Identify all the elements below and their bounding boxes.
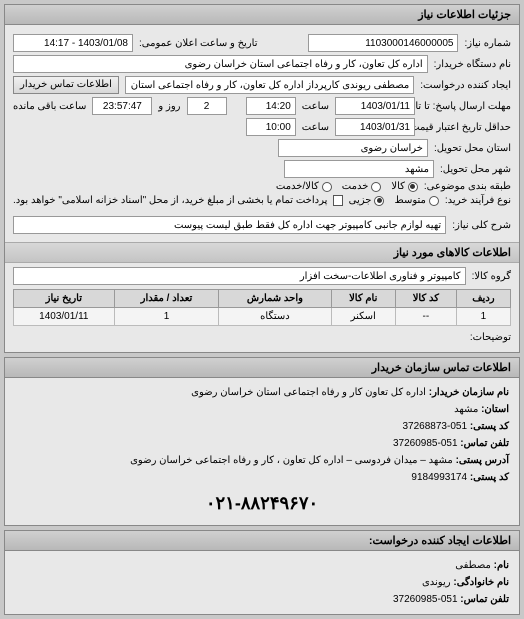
post-label: کد پستی:: [470, 472, 509, 483]
table-row: 1 -- اسکنر دستگاه 1 1403/01/11: [14, 308, 511, 326]
org-value: اداره کل تعاون کار و رفاه اجتماعی استان …: [191, 387, 426, 398]
buy-note: پرداخت تمام یا بخشی از مبلغ خرید، از محل…: [13, 195, 327, 206]
req-no-label: شماره نیاز:: [464, 38, 511, 49]
goods-section-title: اطلاعات کالاهای مورد نیاز: [5, 242, 519, 263]
phone-label: تلفن تماس:: [460, 438, 509, 449]
req-phone-value: 051-37260985: [393, 594, 458, 605]
goods-table: ردیف کد کالا نام کالا واحد شمارش تعداد /…: [13, 289, 511, 326]
radio-both[interactable]: [322, 182, 332, 192]
remain-label: ساعت باقی مانده: [13, 101, 86, 112]
radio-partial[interactable]: [429, 196, 439, 206]
table-header-row: ردیف کد کالا نام کالا واحد شمارش تعداد /…: [14, 290, 511, 308]
need-details-panel: جزئیات اطلاعات نیاز شماره نیاز: 11030001…: [4, 4, 520, 353]
contact-buyer-button[interactable]: اطلاعات تماس خریدار: [13, 76, 119, 94]
postcode-label: کد پستی:: [470, 421, 509, 432]
buyer-contact-panel: اطلاعات تماس سازمان خریدار نام سازمان خر…: [4, 357, 520, 526]
validity-label: حداقل تاریخ اعتبار قیمت: تا تاریخ:: [421, 122, 511, 133]
req-no-field: 1103000146000005: [308, 34, 458, 52]
province-label: استان محل تحویل:: [434, 143, 511, 154]
req-phone-label: تلفن تماس:: [460, 594, 509, 605]
buyer-field: اداره کل تعاون، کار و رفاه اجتماعی استان…: [13, 55, 428, 73]
time-label-1: ساعت: [302, 101, 329, 112]
req-family-label: نام خانوادگی:: [453, 577, 509, 588]
desc-field: تهیه لوازم جانبی کامپیوتر جهت اداره کل ف…: [13, 216, 446, 234]
validity-date-field: 1403/01/31: [335, 118, 415, 136]
radio-partial-label: متوسط: [394, 195, 425, 206]
days-label: روز و: [158, 101, 180, 112]
buyer-label: نام دستگاه خریدار:: [434, 59, 511, 70]
days-field: 2: [187, 97, 227, 115]
radio-kala[interactable]: [408, 182, 418, 192]
radio-khadamat[interactable]: [371, 182, 381, 192]
group-field: کامپیوتر و فناوری اطلاعات-سخت افزار: [13, 267, 466, 285]
buyer-contact-header: اطلاعات تماس سازمان خریدار: [5, 358, 519, 378]
creator-field: مصطفی ریوندی کارپرداز اداره کل تعاون، کا…: [125, 76, 414, 94]
cell-row: 1: [456, 308, 510, 326]
group-label: گروه کالا:: [472, 271, 511, 282]
post-value: 9184993174: [411, 472, 467, 483]
radio-small[interactable]: [374, 196, 384, 206]
col-unit: واحد شمارش: [219, 290, 331, 308]
city-field: مشهد: [284, 160, 434, 178]
phone-value: 051-37260985: [393, 438, 458, 449]
buy-type-radios: متوسط جزیی: [349, 195, 439, 206]
subject-type-radios: کالا خدمت کالا/خدمت: [276, 181, 418, 192]
cell-name: اسکنر: [331, 308, 395, 326]
validity-time-field: 10:00: [246, 118, 296, 136]
radio-kala-label: کالا: [391, 181, 405, 192]
announce-label: تاریخ و ساعت اعلان عمومی:: [139, 38, 258, 49]
treasury-checkbox[interactable]: [333, 195, 342, 206]
prov-label: استان:: [481, 404, 509, 415]
cell-date: 1403/01/11: [14, 308, 115, 326]
deadline-date-field: 1403/01/11: [335, 97, 415, 115]
prov-value: مشهد: [454, 404, 478, 415]
requester-header: اطلاعات ایجاد کننده درخواست:: [5, 531, 519, 551]
buy-type-label: نوع فرآیند خرید:: [445, 195, 511, 206]
col-code: کد کالا: [395, 290, 456, 308]
subject-type-label: طبقه بندی موضوعی:: [424, 181, 511, 192]
desc-label: شرح کلی نیاز:: [452, 220, 511, 231]
city-label: شهر محل تحویل:: [440, 164, 511, 175]
creator-label: ایجاد کننده درخواست:: [420, 80, 511, 91]
cell-code: --: [395, 308, 456, 326]
time-label-2: ساعت: [302, 122, 329, 133]
big-phone: ۰۲۱-۸۸۲۴۹۶۷۰: [15, 488, 509, 519]
address-label: آدرس پستی:: [456, 455, 509, 466]
deadline-time-field: 14:20: [246, 97, 296, 115]
need-details-header: جزئیات اطلاعات نیاز: [5, 5, 519, 25]
col-row: ردیف: [456, 290, 510, 308]
cell-qty: 1: [114, 308, 219, 326]
radio-khadamat-label: خدمت: [342, 181, 369, 192]
address-value: مشهد – میدان فردوسی – اداره کل تعاون ، ک…: [130, 455, 453, 466]
requester-panel: اطلاعات ایجاد کننده درخواست: نام: مصطفی …: [4, 530, 520, 615]
announce-field: 1403/01/08 - 14:17: [13, 34, 133, 52]
col-date: تاریخ نیاز: [14, 290, 115, 308]
deadline-label: مهلت ارسال پاسخ: تا تاریخ:: [421, 101, 511, 112]
col-qty: تعداد / مقدار: [114, 290, 219, 308]
radio-both-label: کالا/خدمت: [276, 181, 319, 192]
req-family-value: ریوندی: [422, 577, 451, 588]
org-label: نام سازمان خریدار:: [429, 387, 509, 398]
radio-small-label: جزیی: [349, 195, 372, 206]
req-name-value: مصطفی: [455, 560, 491, 571]
province-field: خراسان رضوی: [278, 139, 428, 157]
notes-label: توضیحات:: [470, 332, 511, 343]
col-name: نام کالا: [331, 290, 395, 308]
postcode-value: 051-37268873: [403, 421, 468, 432]
req-name-label: نام:: [494, 560, 509, 571]
cell-unit: دستگاه: [219, 308, 331, 326]
remain-field: 23:57:47: [92, 97, 152, 115]
